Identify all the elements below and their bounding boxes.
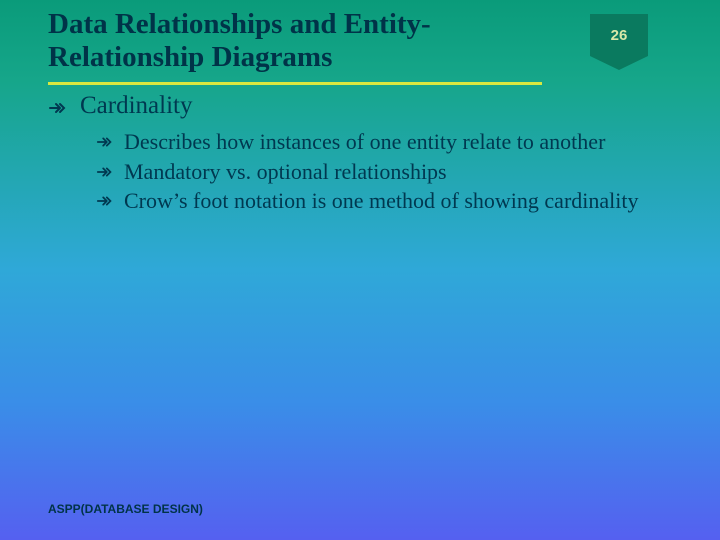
arrow-right-icon: [96, 163, 114, 181]
title-underline: [48, 82, 542, 85]
bullet-level2-group: Describes how instances of one entity re…: [96, 128, 668, 215]
slide-title: Data Relationships and Entity-Relationsh…: [48, 8, 518, 75]
slide-content: Cardinality Describes how instances of o…: [48, 92, 668, 217]
bullet-level2-text: Describes how instances of one entity re…: [124, 128, 605, 156]
arrow-right-icon: [96, 133, 114, 151]
arrow-right-icon: [48, 98, 68, 118]
slide-number-text: 26: [611, 27, 628, 44]
bullet-level2: Mandatory vs. optional relationships: [96, 158, 668, 186]
slide-footer: ASPP(DATABASE DESIGN): [48, 502, 203, 516]
bullet-level2-text: Crow’s foot notation is one method of sh…: [124, 187, 639, 215]
arrow-right-icon: [96, 192, 114, 210]
bullet-level1-text: Cardinality: [80, 92, 192, 120]
bullet-level1: Cardinality: [48, 92, 668, 120]
bullet-level2: Crow’s foot notation is one method of sh…: [96, 187, 668, 215]
slide-number-badge: 26: [590, 14, 648, 56]
bullet-level2-text: Mandatory vs. optional relationships: [124, 158, 447, 186]
bullet-level2: Describes how instances of one entity re…: [96, 128, 668, 156]
